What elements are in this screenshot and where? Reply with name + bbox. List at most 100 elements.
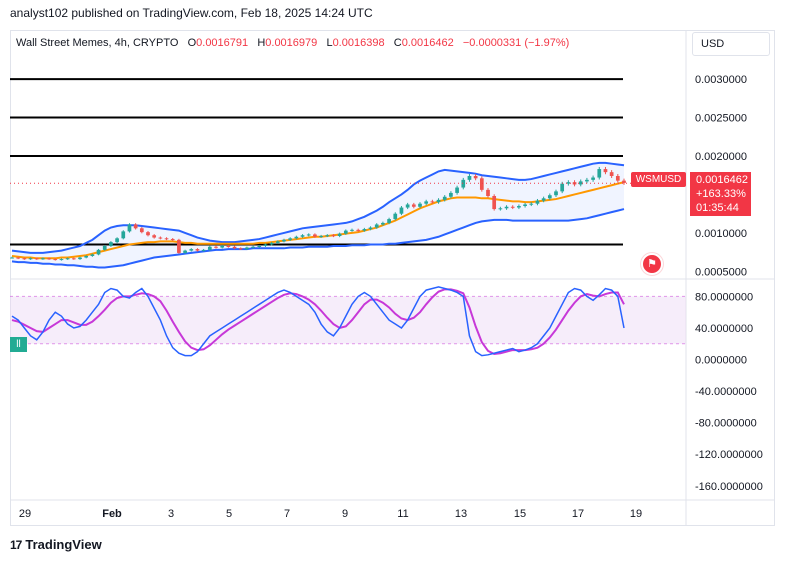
candle-body — [473, 176, 478, 179]
time-axis-tick: 7 — [284, 508, 290, 520]
stoch-k-line — [11, 286, 625, 357]
candle-body — [313, 234, 317, 237]
oscillator-axis-tick: -120.0000000 — [695, 449, 763, 461]
candle-body — [109, 242, 113, 246]
candle-body — [517, 206, 521, 208]
tradingview-mark-icon: 17 — [10, 537, 22, 552]
candle-body — [603, 169, 608, 173]
us-flag-icon[interactable]: ⚑ — [641, 253, 663, 275]
candle-body — [442, 196, 447, 200]
candle-body — [121, 231, 126, 239]
time-axis-tick: Feb — [102, 508, 122, 520]
tradingview-logo[interactable]: 17 TradingView — [10, 537, 102, 552]
candle-body — [195, 249, 200, 251]
candle-body — [34, 258, 39, 260]
candle-body — [430, 201, 435, 203]
price-axis-tick: 0.0030000 — [695, 74, 747, 86]
time-axis-tick: 5 — [226, 508, 232, 520]
candle-body — [220, 246, 225, 248]
price-axis-tick: 0.0025000 — [695, 113, 747, 125]
candle-body — [566, 182, 571, 184]
candle-body — [139, 228, 144, 233]
oscillator-axis-tick: -40.0000000 — [695, 386, 757, 398]
candle-body — [300, 235, 305, 237]
candle-body — [609, 172, 614, 176]
candle-body — [405, 204, 410, 208]
candle-body — [127, 224, 132, 232]
candle-body — [498, 208, 503, 210]
candle-body — [245, 247, 249, 250]
candle-body — [467, 176, 472, 180]
candle-body — [337, 233, 342, 236]
time-axis-tick: 9 — [342, 508, 348, 520]
low-label: L — [326, 37, 333, 49]
candle-body — [325, 235, 330, 237]
candle-body — [547, 195, 552, 199]
candle-body — [16, 257, 21, 259]
candle-body — [251, 246, 255, 248]
symbol-price-tag: WSMUSD — [631, 172, 686, 187]
candle-body — [164, 238, 169, 240]
candle-body — [275, 241, 280, 243]
candle-body — [585, 179, 589, 182]
change-percent: +163.33% — [696, 188, 746, 200]
candle-body — [387, 219, 391, 223]
last-price-box: 0.0016462 +163.33% 01:35:44 — [690, 172, 751, 216]
candle-body — [10, 257, 14, 259]
tradingview-wordmark: TradingView — [25, 537, 102, 552]
candle-body — [22, 258, 27, 260]
candle-body — [541, 198, 546, 201]
time-axis-tick: 29 — [19, 508, 31, 520]
candle-body — [90, 254, 95, 256]
candle-body — [158, 237, 163, 239]
candle-body — [529, 203, 534, 205]
currency-button[interactable]: USD — [692, 32, 770, 56]
candle-body — [133, 224, 138, 229]
candle-body — [523, 204, 527, 206]
candle-body — [41, 258, 45, 260]
candle-body — [152, 235, 157, 238]
candle-body — [201, 249, 206, 251]
oscillator-axis-tick: -160.0000000 — [695, 481, 763, 493]
candle-body — [411, 204, 416, 207]
time-axis-tick: 19 — [630, 508, 642, 520]
candle-body — [368, 227, 373, 230]
candle-body — [226, 246, 231, 247]
candle-body — [504, 206, 509, 209]
candle-body — [238, 248, 243, 250]
bollinger-upper-line — [11, 161, 625, 254]
bollinger-lower-line — [11, 208, 625, 269]
time-axis-tick: 13 — [455, 508, 467, 520]
change-value: −0.0000331 (−1.97%) — [462, 37, 570, 49]
candle-body — [189, 249, 194, 251]
candle-body — [455, 187, 459, 193]
oscillator-axis-tick: -80.0000000 — [695, 418, 757, 430]
candle-body — [232, 246, 237, 249]
candle-body — [207, 246, 212, 250]
time-axis-tick: 11 — [397, 508, 408, 520]
last-price: 0.0016462 — [696, 174, 748, 186]
candle-body — [28, 258, 33, 260]
candle-body — [479, 178, 484, 190]
close-label: C — [393, 37, 402, 49]
oscillator-axis-tick: 80.0000000 — [695, 291, 753, 303]
symbol-title[interactable]: Wall Street Memes, 4h, CRYPTO — [16, 37, 179, 49]
price-axis-tick: 0.0010000 — [695, 228, 747, 240]
candle-body — [362, 229, 367, 231]
open-value: 0.0016791 — [196, 37, 249, 49]
candle-body — [374, 224, 379, 228]
candle-body — [78, 257, 82, 260]
stoch-d-line — [11, 288, 625, 356]
candle-body — [591, 177, 595, 180]
candle-body — [71, 258, 76, 260]
oscillator-axis-tick: 0.0000000 — [695, 355, 747, 367]
candle-body — [554, 191, 558, 196]
candle-body — [436, 199, 441, 203]
candle-body — [263, 244, 268, 246]
oscillator-axis-tick: 40.0000000 — [695, 323, 753, 335]
candle-body — [214, 246, 218, 248]
bollinger-basis-line — [11, 181, 625, 260]
candle-body — [424, 201, 429, 204]
time-axis-tick: 3 — [168, 508, 174, 520]
